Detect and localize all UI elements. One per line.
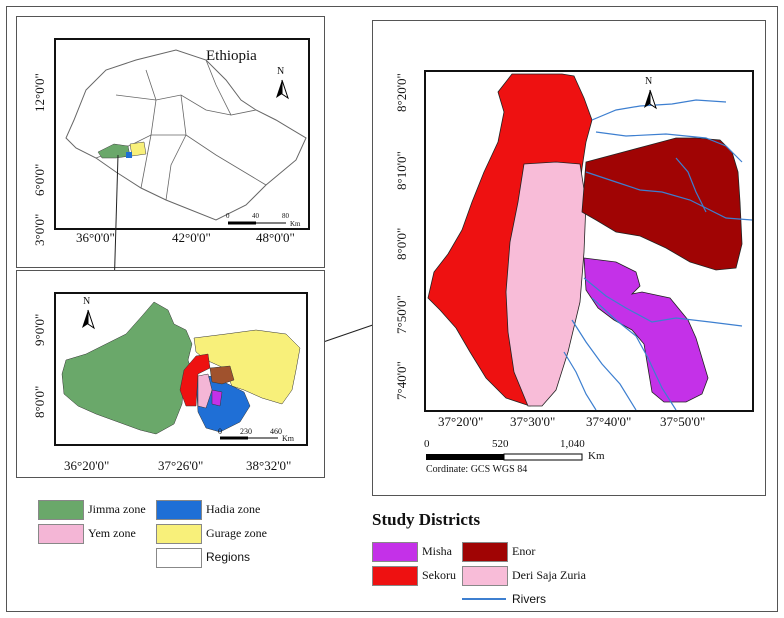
yem-zone: [197, 373, 213, 409]
scale-tick-1: 520: [492, 438, 509, 450]
ethiopia-map[interactable]: Ethiopia N 0 40 80 Km: [54, 38, 310, 230]
sekoru-zone-area: [179, 353, 211, 407]
district-map[interactable]: N: [424, 70, 754, 412]
legend-label-enor: Enor: [512, 544, 536, 558]
legend-swatch-hadia: [156, 500, 202, 520]
x-tick: 36°20'0": [64, 458, 110, 473]
x-tick: 36°0'0": [76, 230, 115, 245]
ethiopia-map-svg: [65, 49, 307, 225]
scale-bar-white: [503, 453, 583, 461]
legend-swatch-rivers: [462, 598, 506, 600]
y-tick: 3°0'0": [32, 213, 47, 246]
y-tick: 9°0'0": [32, 313, 47, 346]
legend-swatch-jimma: [38, 500, 84, 520]
legend-label-sekoru: Sekoru: [422, 568, 456, 582]
scale-tick-1: 230: [240, 427, 252, 436]
scale-tick-0: 0: [424, 438, 430, 450]
gurage-zone: [193, 329, 301, 405]
north-label: N: [277, 66, 285, 77]
y-tick: 8°20'0": [394, 73, 409, 112]
north-arrow-icon: N: [640, 76, 660, 110]
y-tick: 8°0'0": [32, 385, 47, 418]
x-tick: 37°20'0": [438, 414, 484, 429]
scale-tick-1: 40: [252, 212, 259, 220]
y-tick: 6°0'0": [32, 163, 47, 196]
y-tick: 8°0'0": [394, 227, 409, 260]
coordinate-note: Cordinate: GCS WGS 84: [426, 464, 528, 475]
scale-unit: Km: [588, 450, 605, 462]
river: [571, 319, 637, 410]
legend-label-misha: Misha: [422, 544, 452, 558]
rivers: [563, 99, 752, 410]
scale-tick-2: 80: [282, 212, 289, 220]
region-boundary: [180, 94, 267, 186]
river: [585, 171, 752, 221]
x-tick: 38°32'0": [246, 458, 292, 473]
y-tick: 12°0'0": [32, 73, 47, 112]
scale-unit: Km: [290, 220, 301, 228]
x-tick: 37°26'0": [158, 458, 204, 473]
jimma-zone: [61, 301, 193, 435]
river: [591, 297, 677, 410]
scale-tick-0: 0: [226, 212, 230, 220]
x-tick: 37°40'0": [586, 414, 632, 429]
legend-label-hadia: Hadia zone: [206, 502, 261, 516]
legend-label-yem: Yem zone: [88, 526, 136, 540]
river: [591, 99, 727, 121]
district-map-svg: [427, 73, 752, 410]
north-label: N: [645, 76, 653, 87]
north-arrow-icon: N: [78, 296, 98, 330]
ethiopia-country-label: Ethiopia: [206, 48, 257, 64]
legend-swatch-regions: [156, 548, 202, 568]
region-boundary: [205, 59, 257, 116]
river: [563, 351, 597, 410]
deri-saja-zuria-district: [505, 161, 587, 407]
north-arrow-icon: N: [272, 66, 292, 100]
enor-zone-area: [209, 365, 235, 385]
x-tick: 48°0'0": [256, 230, 295, 245]
legend-swatch-deri-saja-zuria: [462, 566, 508, 586]
x-tick: 42°0'0": [172, 230, 211, 245]
x-tick: 37°50'0": [660, 414, 706, 429]
y-tick: 7°40'0": [394, 361, 409, 400]
legend-swatch-misha: [372, 542, 418, 562]
y-tick: 8°10'0": [394, 151, 409, 190]
misha-district: [583, 257, 709, 403]
scale-bar-black: [426, 454, 504, 460]
legend-label-jimma: Jimma zone: [88, 502, 146, 516]
north-label: N: [83, 296, 91, 307]
zone-map[interactable]: N 0 230 460 Km: [54, 292, 308, 446]
gurage-zone-inset: [129, 141, 147, 157]
legend-swatch-enor: [462, 542, 508, 562]
legend-label-regions: Regions: [206, 550, 251, 564]
district-scale-bar: [426, 453, 583, 461]
legend-swatch-sekoru: [372, 566, 418, 586]
river: [583, 277, 743, 327]
y-tick: 7°50'0": [394, 295, 409, 334]
river: [595, 131, 743, 163]
misha-zone-area: [211, 389, 223, 407]
zone-map-svg: [61, 301, 301, 440]
scale-tick-0: 0: [218, 427, 222, 436]
scale-unit: Km: [282, 434, 294, 443]
region-boundary: [165, 134, 187, 201]
region-boundary: [140, 69, 157, 189]
river: [675, 157, 707, 213]
legend-label-deri-saja-zuria: Deri Saja Zuria: [512, 568, 586, 582]
legend-title: Study Districts: [372, 510, 481, 529]
scale-tick-2: 460: [270, 427, 282, 436]
legend-label-gurage: Gurage zone: [206, 526, 267, 540]
scale-tick-2: 1,040: [560, 438, 585, 450]
hadia-zone-inset: [126, 152, 132, 158]
enor-district: [581, 137, 743, 271]
x-tick: 37°30'0": [510, 414, 556, 429]
legend-swatch-yem: [38, 524, 84, 544]
legend-swatch-gurage: [156, 524, 202, 544]
legend-label-rivers: Rivers: [512, 592, 547, 606]
